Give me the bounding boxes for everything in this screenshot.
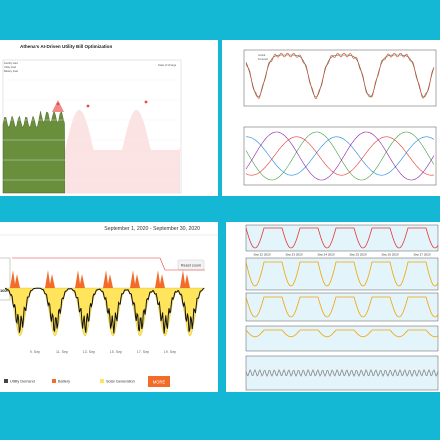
demand-line xyxy=(4,287,205,334)
strip-line xyxy=(245,329,439,338)
utility-line xyxy=(12,257,205,271)
legend-label: Battery xyxy=(58,380,70,384)
strips-panel: Sep 22 2020 Sep 23 2020 Sep 24 2020 Sep 25 … xyxy=(226,222,440,392)
energy-panel: Athena's AI-Driven Utility Bill Optimiza… xyxy=(0,40,218,196)
strip-line xyxy=(245,369,439,377)
battery-spike xyxy=(103,270,113,288)
strip-line xyxy=(245,261,439,287)
strip-bg xyxy=(245,257,439,291)
x-tick-label: Sep 24 2020 xyxy=(317,253,334,257)
marker xyxy=(56,102,60,106)
more-button[interactable] xyxy=(148,376,170,387)
signal-line xyxy=(245,136,435,176)
strip-bg xyxy=(245,224,439,252)
plot-frame xyxy=(243,126,437,186)
legend-label: State of Charge xyxy=(158,63,177,67)
load-area xyxy=(2,110,66,194)
panel-title: Athena's AI-Driven Utility Bill Optimiza… xyxy=(20,44,112,49)
legend-swatch xyxy=(4,379,8,383)
forecast-line xyxy=(245,52,435,100)
legend-label: Solar Generation xyxy=(106,380,135,384)
peak xyxy=(52,100,64,112)
legend-label: Utility Demand xyxy=(10,380,35,384)
strip-line xyxy=(245,296,439,318)
legend-label: Facility load xyxy=(4,61,18,65)
more-label[interactable]: MORE xyxy=(153,380,166,385)
legend-label: Battery load xyxy=(4,69,18,73)
marker xyxy=(86,104,90,108)
forecast-panel: Actual Forecast xyxy=(222,40,440,196)
x-tick-label: Sep 22 2020 xyxy=(253,253,270,257)
x-tick-label: 13. Sep xyxy=(83,350,95,354)
battery-spike xyxy=(45,270,55,288)
plot-frame xyxy=(243,49,437,107)
battery-spike xyxy=(10,270,20,288)
soc-box xyxy=(0,257,11,301)
date-range: September 1, 2020 - September 30, 2020 xyxy=(104,226,200,232)
legend-swatch xyxy=(100,379,104,383)
x-tick-label: 9. Sep xyxy=(30,350,40,354)
battery-spike xyxy=(180,270,190,288)
legend-swatch xyxy=(52,379,56,383)
forecast-area xyxy=(65,110,180,193)
zoom-panel: September 1, 2020 - September 30, 2020 R… xyxy=(0,222,218,392)
x-tick-label: Sep 27 2020 xyxy=(413,253,430,257)
battery-spike xyxy=(130,270,140,288)
signal-line xyxy=(245,131,435,181)
x-tick-label: 17. Sep xyxy=(137,350,149,354)
marker xyxy=(144,100,148,104)
forecast-line xyxy=(245,54,435,98)
x-tick-label: 15. Sep xyxy=(110,350,122,354)
strip-bg xyxy=(245,355,439,391)
legend-label: Forecast xyxy=(258,57,268,61)
legend-label: Utility load xyxy=(4,65,17,69)
legend-label: Actual xyxy=(258,53,266,57)
signal-line xyxy=(246,136,435,176)
soc-label: 100% xyxy=(0,288,11,293)
strip-bg xyxy=(245,292,439,322)
strip-line xyxy=(245,227,439,249)
signal-line xyxy=(245,131,435,181)
x-tick-label: 11. Sep xyxy=(56,350,68,354)
x-tick-label: Sep 26 2020 xyxy=(381,253,398,257)
x-tick-label: Sep 23 2020 xyxy=(285,253,302,257)
battery-spike xyxy=(155,270,165,288)
x-tick-label: 19. Sep xyxy=(164,350,176,354)
x-tick-label: Sep 25 2020 xyxy=(349,253,366,257)
reset-label[interactable]: Reset zoom xyxy=(181,264,201,268)
battery-spike xyxy=(75,270,85,288)
panel-bg xyxy=(222,40,440,196)
